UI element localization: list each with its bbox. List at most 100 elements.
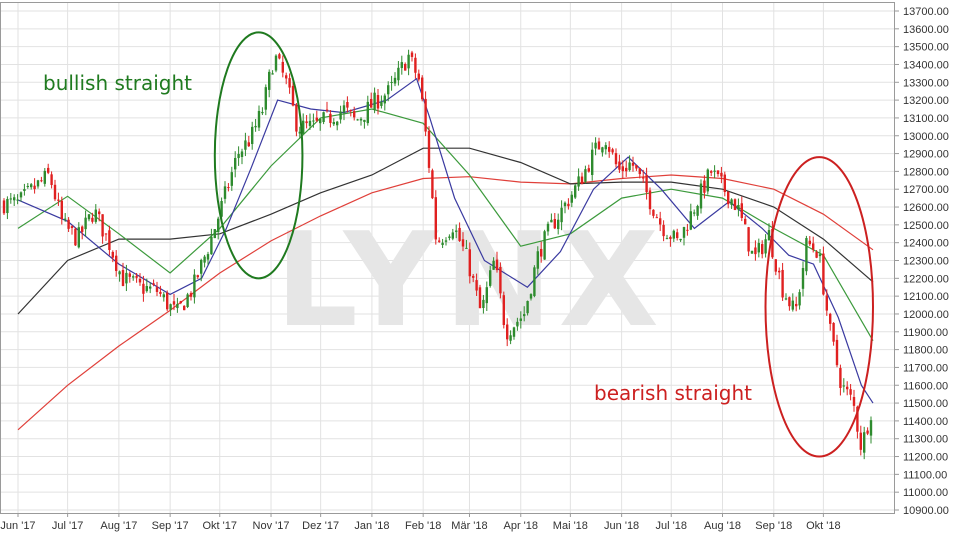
candle-body bbox=[162, 294, 165, 298]
candle-body bbox=[812, 243, 815, 250]
candle-body bbox=[138, 278, 142, 283]
candle-body bbox=[176, 303, 179, 309]
candle bbox=[9, 192, 12, 204]
candle-body bbox=[611, 149, 614, 153]
candle-body bbox=[686, 229, 689, 231]
candle-body bbox=[818, 254, 822, 257]
candle bbox=[730, 198, 733, 209]
candle bbox=[465, 239, 468, 249]
candle-body bbox=[166, 292, 169, 310]
candle-body bbox=[591, 149, 594, 176]
candle-body bbox=[302, 120, 305, 134]
candle bbox=[315, 110, 318, 123]
candle bbox=[757, 238, 760, 258]
candle bbox=[659, 211, 662, 232]
candle bbox=[689, 203, 692, 231]
y-tick-label: 12200.00 bbox=[903, 273, 949, 285]
candle bbox=[213, 229, 216, 239]
candle-body bbox=[407, 54, 410, 69]
candle-body bbox=[489, 270, 492, 286]
candle bbox=[608, 141, 611, 158]
candle bbox=[502, 291, 505, 329]
candle bbox=[747, 226, 750, 257]
candle bbox=[295, 102, 298, 137]
candle bbox=[57, 192, 60, 206]
candle-body bbox=[268, 71, 271, 90]
candle-body bbox=[332, 122, 335, 125]
candle-body bbox=[594, 142, 597, 149]
candle-body bbox=[842, 385, 845, 387]
candle bbox=[254, 118, 257, 132]
candle bbox=[815, 250, 818, 259]
candle bbox=[713, 165, 716, 179]
grid bbox=[0, 3, 895, 513]
candle bbox=[601, 146, 604, 157]
candle bbox=[257, 105, 261, 132]
candle bbox=[414, 53, 417, 79]
candle bbox=[302, 113, 305, 135]
candle-body bbox=[363, 119, 366, 122]
candle bbox=[189, 291, 193, 301]
ma-fast-line bbox=[17, 77, 874, 404]
candle bbox=[560, 200, 563, 231]
candle bbox=[750, 250, 754, 254]
candle-body bbox=[438, 240, 441, 242]
candle-body bbox=[635, 164, 638, 169]
candle bbox=[771, 221, 774, 259]
watermark-lynx: LYNX bbox=[275, 204, 665, 356]
candle-body bbox=[512, 327, 516, 337]
candle-body bbox=[152, 283, 155, 285]
candle-body bbox=[699, 183, 703, 209]
candle bbox=[230, 166, 233, 191]
candle bbox=[591, 142, 594, 181]
candle bbox=[84, 210, 87, 237]
candle bbox=[812, 236, 815, 253]
candle bbox=[169, 303, 172, 316]
candle-body bbox=[264, 87, 267, 110]
candle bbox=[172, 293, 176, 311]
candle-body bbox=[835, 339, 839, 366]
candle bbox=[849, 384, 852, 401]
candle-body bbox=[261, 111, 264, 114]
candle-body bbox=[186, 294, 189, 307]
candle bbox=[594, 137, 597, 156]
candle-body bbox=[410, 52, 414, 57]
candle bbox=[526, 300, 529, 316]
candle bbox=[808, 236, 811, 247]
candle-body bbox=[13, 197, 16, 201]
candle bbox=[604, 142, 607, 155]
candle bbox=[203, 254, 206, 268]
candle-body bbox=[795, 303, 798, 307]
candle-body bbox=[550, 219, 553, 223]
candle-body bbox=[672, 230, 675, 239]
candle-body bbox=[720, 172, 723, 177]
candle-body bbox=[852, 396, 856, 406]
candle-body bbox=[648, 190, 652, 210]
candle-body bbox=[638, 168, 641, 175]
y-tick-label: 11600.00 bbox=[903, 380, 948, 392]
candle bbox=[138, 273, 142, 286]
candle-body bbox=[383, 95, 386, 104]
candle-body bbox=[849, 389, 852, 395]
candle bbox=[325, 101, 329, 113]
y-tick-label: 13400.00 bbox=[903, 59, 949, 71]
candle-body bbox=[271, 73, 274, 75]
y-tick-label: 11700.00 bbox=[903, 362, 948, 374]
candle-body bbox=[822, 253, 825, 295]
candle-body bbox=[655, 217, 658, 219]
ma-long-line bbox=[17, 174, 874, 431]
candle bbox=[155, 281, 159, 297]
y-tick-label: 13600.00 bbox=[903, 24, 949, 36]
candle bbox=[781, 262, 784, 301]
y-tick-label: 11400.00 bbox=[903, 416, 948, 428]
candle-body bbox=[604, 145, 607, 150]
candle bbox=[30, 182, 33, 190]
candle bbox=[461, 232, 465, 252]
candle bbox=[393, 72, 397, 87]
candle bbox=[703, 175, 706, 199]
candle-body bbox=[645, 175, 648, 193]
candle bbox=[618, 154, 621, 173]
y-tick-label: 12600.00 bbox=[903, 202, 949, 214]
candle bbox=[121, 262, 125, 287]
candle-body bbox=[502, 295, 505, 326]
